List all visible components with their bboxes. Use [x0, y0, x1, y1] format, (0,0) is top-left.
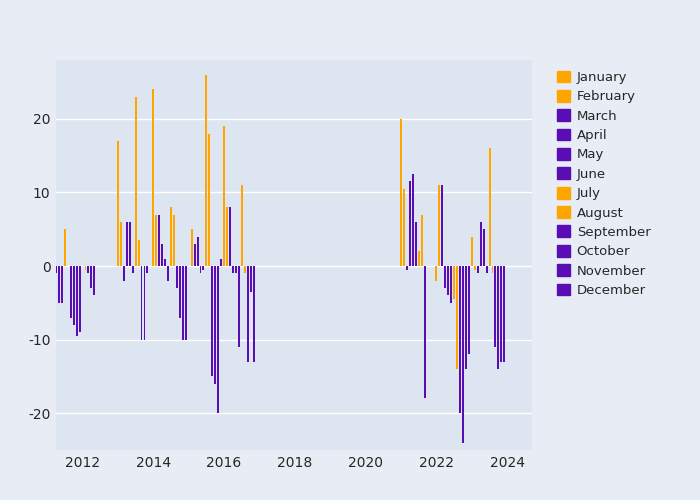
- Bar: [138, 240, 139, 266]
- Bar: [229, 207, 231, 266]
- Bar: [250, 266, 251, 292]
- Bar: [406, 266, 408, 270]
- Bar: [462, 266, 464, 442]
- Bar: [161, 244, 163, 266]
- Bar: [403, 189, 405, 266]
- Bar: [400, 119, 402, 266]
- Bar: [477, 266, 479, 274]
- Bar: [199, 266, 202, 274]
- Bar: [503, 266, 505, 362]
- Bar: [489, 148, 491, 266]
- Bar: [70, 266, 71, 318]
- Bar: [126, 222, 128, 266]
- Bar: [409, 182, 411, 266]
- Bar: [480, 222, 482, 266]
- Bar: [246, 266, 248, 362]
- Bar: [158, 214, 160, 266]
- Bar: [173, 214, 175, 266]
- Bar: [465, 266, 467, 369]
- Bar: [235, 266, 237, 274]
- Bar: [205, 74, 207, 266]
- Bar: [90, 266, 92, 288]
- Bar: [182, 266, 184, 340]
- Bar: [117, 141, 119, 266]
- Bar: [88, 266, 90, 274]
- Bar: [176, 266, 178, 288]
- Bar: [494, 266, 496, 347]
- Bar: [474, 266, 476, 270]
- Bar: [435, 266, 438, 281]
- Bar: [453, 266, 455, 299]
- Bar: [220, 258, 222, 266]
- Bar: [52, 266, 54, 274]
- Bar: [253, 266, 255, 362]
- Bar: [238, 266, 240, 347]
- Bar: [209, 134, 210, 266]
- Bar: [93, 266, 95, 296]
- Bar: [244, 266, 246, 274]
- Bar: [170, 207, 172, 266]
- Bar: [444, 266, 447, 288]
- Bar: [49, 200, 51, 266]
- Bar: [179, 266, 181, 318]
- Bar: [144, 266, 146, 340]
- Bar: [146, 266, 148, 274]
- Bar: [134, 97, 136, 266]
- Bar: [421, 214, 423, 266]
- Bar: [456, 266, 458, 369]
- Bar: [226, 207, 228, 266]
- Bar: [202, 266, 204, 270]
- Bar: [167, 266, 169, 281]
- Bar: [471, 236, 472, 266]
- Bar: [223, 126, 225, 266]
- Bar: [447, 266, 449, 296]
- Bar: [76, 266, 78, 336]
- Bar: [491, 266, 494, 274]
- Bar: [459, 266, 461, 413]
- Bar: [442, 185, 443, 266]
- Bar: [64, 229, 66, 266]
- Bar: [468, 266, 470, 354]
- Bar: [424, 266, 426, 398]
- Bar: [232, 266, 234, 274]
- Bar: [214, 266, 216, 384]
- Bar: [190, 229, 192, 266]
- Bar: [73, 266, 75, 325]
- Bar: [194, 244, 195, 266]
- Bar: [120, 222, 122, 266]
- Bar: [85, 266, 87, 270]
- Bar: [155, 214, 158, 266]
- Bar: [418, 252, 420, 266]
- Bar: [412, 174, 414, 266]
- Bar: [164, 258, 166, 266]
- Legend: January, February, March, April, May, June, July, August, September, October, No: January, February, March, April, May, Ju…: [553, 66, 654, 301]
- Bar: [153, 90, 154, 266]
- Bar: [415, 222, 416, 266]
- Bar: [132, 266, 134, 274]
- Bar: [46, 148, 48, 266]
- Bar: [58, 266, 60, 303]
- Bar: [498, 266, 499, 369]
- Bar: [500, 266, 503, 362]
- Bar: [217, 266, 219, 413]
- Bar: [185, 266, 187, 340]
- Bar: [197, 236, 199, 266]
- Bar: [55, 266, 57, 274]
- Bar: [123, 266, 125, 281]
- Bar: [141, 266, 143, 340]
- Bar: [211, 266, 214, 376]
- Bar: [483, 229, 484, 266]
- Bar: [486, 266, 488, 274]
- Bar: [78, 266, 81, 332]
- Bar: [450, 266, 452, 303]
- Bar: [241, 185, 243, 266]
- Bar: [61, 266, 63, 303]
- Bar: [129, 222, 131, 266]
- Bar: [438, 185, 440, 266]
